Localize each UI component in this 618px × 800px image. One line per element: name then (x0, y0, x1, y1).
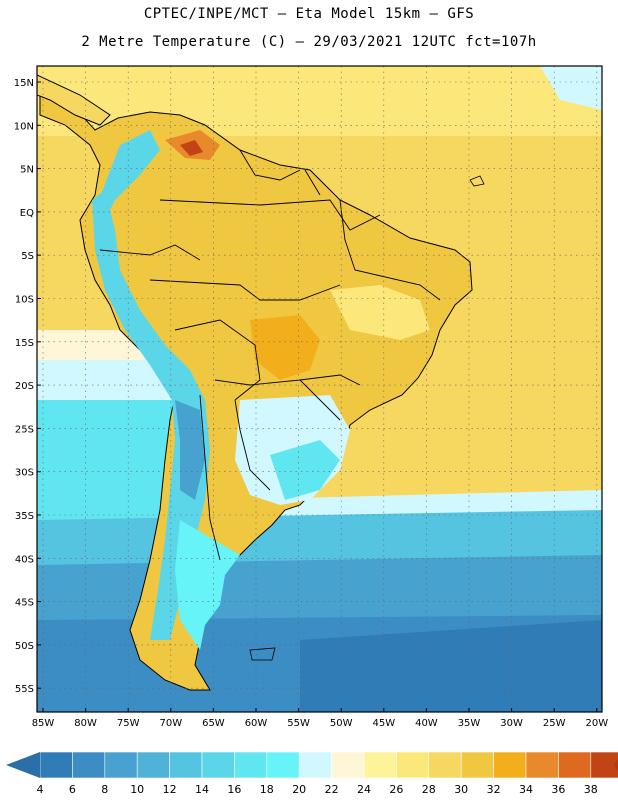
latitude-label: EQ (20, 208, 34, 219)
colorbar-label: 12 (163, 783, 177, 796)
ne-corner-cool (540, 66, 602, 110)
colorbar-label: 8 (101, 783, 108, 796)
colorbar-label: 18 (260, 783, 274, 796)
south-band-4 (300, 620, 602, 712)
colorbar-swatch (428, 751, 462, 779)
colorbar-swatch (169, 751, 203, 779)
colorbar-label: 6 (69, 783, 76, 796)
latitude-label: 10N (14, 121, 34, 132)
colorbar-label: 30 (454, 783, 468, 796)
colorbar-label: 14 (195, 783, 209, 796)
colorbar-label: 22 (325, 783, 339, 796)
longitude-label: 30W (500, 718, 523, 729)
longitude-label: 80W (74, 718, 97, 729)
longitude-labels: 85W 80W 75W 70W 65W 60W 55W 50W 45W 40W 35W 30W 25W 2… (32, 718, 609, 729)
colorbar-swatch (104, 751, 138, 779)
longitude-label: 25W (543, 718, 566, 729)
colorbar-swatch (266, 751, 300, 779)
colorbar-swatch (493, 751, 527, 779)
latitude-label: 35S (15, 511, 34, 522)
colorbar-swatch (525, 751, 559, 779)
longitude-label: 75W (117, 718, 140, 729)
colorbar-label: 38 (584, 783, 598, 796)
latitude-label: 20S (15, 381, 34, 392)
longitude-label: 70W (159, 718, 182, 729)
warm-region-central-brazil (250, 315, 320, 380)
mild-region-ne-brazil (330, 285, 430, 340)
latitude-label: 15S (15, 338, 34, 349)
map-graticule (37, 66, 602, 712)
longitude-label: 85W (32, 718, 55, 729)
colorbar-swatch (558, 751, 592, 779)
colorbar-right-arrow (614, 759, 618, 771)
map-frame (36, 65, 603, 713)
colorbar-swatch (136, 751, 170, 779)
colorbar-swatch (396, 751, 430, 779)
colorbar-swatch (201, 751, 235, 779)
longitude-label: 35W (458, 718, 481, 729)
colorbar-swatch (590, 751, 618, 779)
cold-region-uruguay (270, 440, 340, 500)
chart-title-line1: CPTEC/INPE/MCT – Eta Model 15km – GFS (143, 6, 475, 22)
colorbar-label: 34 (519, 783, 533, 796)
latitude-label: 45S (15, 598, 34, 609)
colorbar-swatch (234, 751, 268, 779)
longitude-label: 45W (372, 718, 395, 729)
colorbar-swatch (72, 751, 106, 779)
latitude-label: 40S (15, 554, 34, 565)
northern-andes-cold (95, 130, 160, 230)
colorbar-swatch (331, 751, 365, 779)
latitude-label: 30S (15, 468, 34, 479)
latitude-label: 50S (15, 641, 34, 652)
south-band-2 (37, 555, 602, 625)
colorbar-label: 26 (389, 783, 403, 796)
latitude-label: 10S (15, 295, 34, 306)
latitude-label: 55S (15, 684, 34, 695)
longitude-label: 40W (415, 718, 438, 729)
colorbar-label: 36 (551, 783, 565, 796)
falkland-islands (249, 647, 276, 661)
longitude-label: 55W (287, 718, 310, 729)
longitude-label: 50W (330, 718, 353, 729)
country-borders (99, 149, 441, 561)
colorbar-swatch (298, 751, 332, 779)
andes-coldest-core (175, 400, 205, 500)
latitude-labels: 15N 10N 5N EQ 5S 10S 15S 20S 25S 30S 35S 40S 45S 50S 5… (14, 78, 34, 695)
colorbar-label: 32 (487, 783, 501, 796)
patagonia-cool (175, 520, 240, 650)
colorbar-swatch (363, 751, 397, 779)
temperature-field (37, 66, 602, 712)
longitude-label: 65W (202, 718, 225, 729)
colorbar-label: 16 (227, 783, 241, 796)
colorbar-swatch (460, 751, 494, 779)
colorbar-label: 4 (37, 783, 44, 796)
chart-title-line2: 2 Metre Temperature (C) – 29/03/2021 12U… (81, 34, 537, 50)
colorbar-left-arrow (6, 752, 40, 778)
latitude-label: 15N (14, 78, 34, 89)
island (469, 175, 485, 187)
colorbar-label: 28 (422, 783, 436, 796)
hottest-core-venezuela (180, 140, 203, 156)
colorbar: 4 6 8 10 12 14 16 18 20 22 24 26 28 30 32 34 36 38 (6, 751, 618, 796)
central-america-landmass (37, 74, 111, 126)
colorbar-swatch (39, 751, 73, 779)
latitude-label: 25S (15, 424, 34, 435)
longitude-label: 60W (245, 718, 268, 729)
latitude-label: 5N (20, 165, 34, 176)
colorbar-label: 20 (292, 783, 306, 796)
colorbar-label: 10 (130, 783, 144, 796)
colorbar-label: 24 (357, 783, 371, 796)
latitude-label: 5S (21, 251, 34, 262)
longitude-label: 20W (585, 718, 608, 729)
